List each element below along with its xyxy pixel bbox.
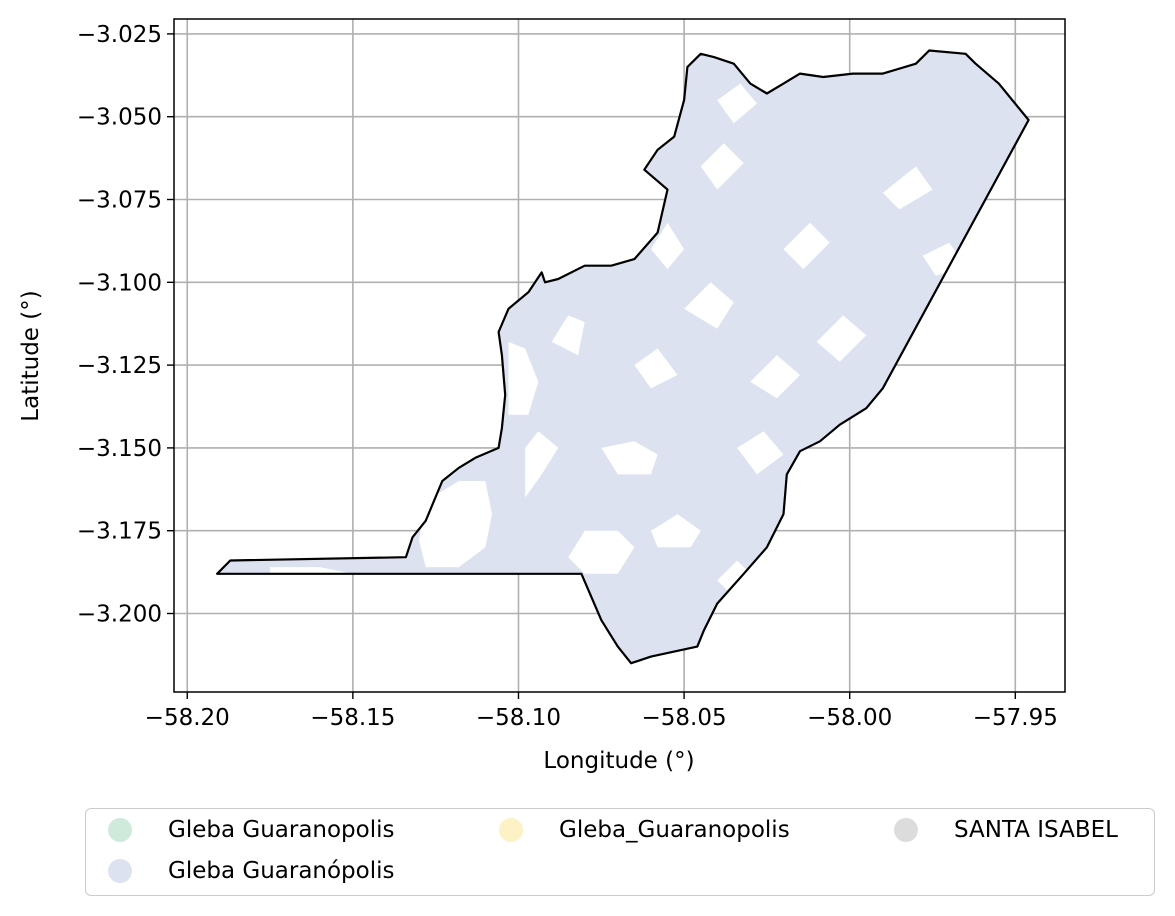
uncovered-patch <box>568 530 635 574</box>
uncovered-patch <box>783 222 830 270</box>
legend-label: Gleba Guaranopolis <box>168 817 395 843</box>
gleba-boundary <box>216 49 1030 665</box>
uncovered-patch <box>270 567 353 574</box>
legend-marker <box>499 818 523 842</box>
legend-marker <box>894 818 918 842</box>
gleba-area-fill <box>217 50 1029 664</box>
x-tick-label: −58.00 <box>807 705 892 731</box>
uncovered-patch <box>525 431 559 498</box>
x-tick-label: −57.95 <box>973 705 1058 731</box>
y-tick-label: −3.175 <box>77 519 162 545</box>
x-tick-label: −58.15 <box>310 705 395 731</box>
x-tick-label: −58.20 <box>145 705 230 731</box>
y-tick-label: −3.200 <box>77 602 162 628</box>
legend-item-santa-isabel: SANTA ISABEL <box>894 815 1118 845</box>
uncovered-patch <box>551 315 585 356</box>
x-tick-label: −58.05 <box>642 705 727 731</box>
plot-frame <box>173 18 1066 693</box>
legend-item-gleba-underscore-guaranopolis: Gleba_Guaranopolis <box>499 815 790 845</box>
uncovered-patch <box>684 282 734 329</box>
x-tick-label: −58.10 <box>476 705 561 731</box>
y-tick-label: −3.025 <box>77 22 162 48</box>
uncovered-patch <box>717 83 757 124</box>
y-tick-label: −3.150 <box>77 436 162 462</box>
uncovered-patch <box>651 222 685 270</box>
uncovered-patch <box>922 242 966 276</box>
uncovered-patch <box>737 431 784 475</box>
uncovered-patch <box>634 348 678 389</box>
uncovered-patch <box>750 355 800 399</box>
legend-label: Gleba Guaranópolis <box>168 858 395 884</box>
uncovered-patch <box>882 166 933 210</box>
x-axis-ticks: −58.20 −58.15 −58.10 −58.05 −58.00 −57.95 <box>145 692 1058 731</box>
map-area <box>216 49 1030 665</box>
uncovered-patch <box>508 341 539 415</box>
legend-item-gleba-guaranopolis-accent: Gleba Guaranópolis <box>108 856 395 886</box>
uncovered-patch <box>700 143 744 190</box>
legend-label: Gleba_Guaranopolis <box>559 817 790 843</box>
legend-label: SANTA ISABEL <box>954 817 1118 843</box>
x-axis-label: Longitude (°) <box>543 748 694 774</box>
uncovered-patch <box>601 441 658 475</box>
y-tick-label: −3.125 <box>77 353 162 379</box>
y-tick-label: −3.075 <box>77 188 162 214</box>
uncovered-patch <box>651 514 701 548</box>
y-tick-label: −3.100 <box>77 270 162 296</box>
legend: Gleba Guaranopolis Gleba_Guaranopolis SA… <box>85 808 1155 896</box>
legend-item-gleba-guaranopolis: Gleba Guaranopolis <box>108 815 395 845</box>
legend-marker <box>108 859 132 883</box>
uncovered-patch <box>419 481 492 568</box>
legend-marker <box>108 818 132 842</box>
y-axis-label: Latitude (°) <box>18 290 44 421</box>
y-axis-ticks: −3.025 −3.050 −3.075 −3.100 −3.125 −3.150 −3.1… <box>77 22 174 628</box>
uncovered-patch <box>816 315 867 362</box>
y-tick-label: −3.050 <box>77 105 162 131</box>
